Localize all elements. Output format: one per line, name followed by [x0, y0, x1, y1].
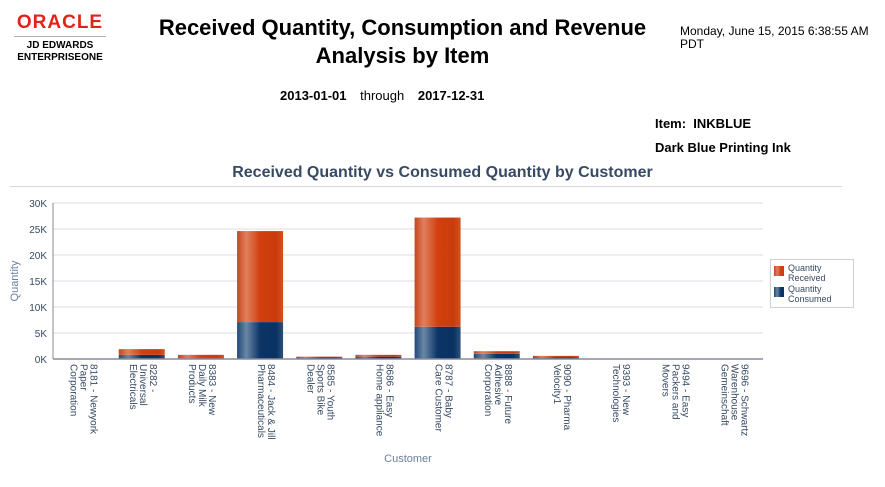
x-tick-label-line: Dealer [304, 364, 315, 394]
x-tick-label-line: 8181 - Newyork [88, 364, 99, 435]
x-tick-label-line: Electricals [127, 364, 138, 410]
bar-consumed [237, 322, 284, 359]
x-tick-label-line: 8888 - Future [502, 364, 513, 424]
x-tick-label-line: Adhesive [492, 364, 503, 406]
bar-consumed [473, 353, 520, 359]
x-tick-label: 8181 - NewyorkPaperCorporation [68, 364, 99, 435]
x-tick-label-line: 8585 - Youth [324, 364, 335, 420]
x-tick-label-line: Velocity1 [551, 364, 562, 404]
item-label: Item: [655, 116, 687, 131]
x-tick-label: 9494 - EasyPackers andMovers [659, 364, 690, 420]
y-tick-label: 10K [29, 303, 47, 314]
x-tick-label-line: 8282 - [147, 364, 158, 392]
chart-legend: Quantity Received Quantity Consumed [770, 259, 854, 308]
x-tick-label: 9696 - SchwartzWarenhouseGemeinschaft [718, 364, 749, 436]
x-tick-label: 8585 - YouthSports BikeDealer [304, 364, 335, 420]
y-tick-label: 15K [29, 277, 47, 288]
x-tick-label-line: Movers [659, 364, 670, 397]
x-tick-label-line: 8686 - Easy [383, 364, 394, 417]
x-axis-label: Customer [384, 453, 432, 465]
x-tick-label-line: 8787 - Baby [443, 364, 454, 418]
x-tick-label-line: Warenhouse [728, 364, 739, 421]
y-tick-label: 5K [35, 329, 48, 340]
bar-received [296, 356, 343, 358]
x-tick-label-line: 8383 - New [206, 364, 217, 416]
bar-received [237, 231, 284, 323]
date-to: 2017-12-31 [417, 88, 485, 103]
x-tick-label-line: Care Customer [433, 364, 444, 432]
x-tick-label-line: 9393 - New [620, 364, 631, 416]
x-tick-label-line: 9090 - Pharma [561, 364, 572, 431]
axes [52, 203, 763, 360]
legend-swatch-consumed [774, 287, 784, 297]
gridlines [53, 202, 763, 334]
x-tick-label-line: Sports Bike [314, 364, 325, 416]
item-description: Dark Blue Printing Ink [655, 140, 791, 155]
y-tick-label: 0K [35, 355, 48, 366]
date-from: 2013-01-01 [280, 88, 347, 103]
oracle-jde-logo: ORACLE JD EDWARDS ENTERPRISEONE [10, 12, 110, 64]
bar-consumed [414, 326, 461, 359]
x-tick-label-line: Home appliance [373, 364, 384, 437]
legend-swatch-received [774, 266, 784, 276]
y-tick-label: 25K [29, 225, 47, 236]
x-tick-label-line: 9696 - Schwartz [738, 364, 749, 436]
logo-line-2: ENTERPRISEONE [17, 52, 103, 63]
x-tick-label: 8282 -UniversalElectricals [127, 364, 158, 410]
bar-received [414, 217, 461, 327]
y-tick-label: 30K [29, 199, 47, 210]
bar-received [118, 349, 165, 355]
logo-line-1: JD EDWARDS [26, 40, 94, 51]
bar-received [473, 351, 520, 354]
chart-title: Received Quantity vs Consumed Quantity b… [232, 164, 653, 181]
x-tick-label-line: Universal [137, 364, 148, 406]
legend-label-received: Quantity Received [788, 263, 826, 283]
x-tick-label-line: Pharmaceuticals [255, 364, 266, 438]
date-through-label: through [360, 88, 405, 103]
chart-title-divider [10, 186, 842, 187]
x-tick-label-line: 8484 - Jack & Jill [265, 364, 276, 440]
item-line: Item: INKBLUE [655, 116, 751, 131]
legend-item-consumed: Quantity Consumed [774, 284, 850, 304]
y-axis-label: Quantity [9, 260, 21, 301]
report-timestamp: Monday, June 15, 2015 6:38:55 AM PDT [680, 24, 869, 51]
x-tick-label-line: Paper [78, 364, 89, 391]
x-tick-label: 8686 - EasyHome appliance [373, 364, 394, 437]
bar-consumed [118, 354, 165, 359]
x-tick-label-line: Daily Milk [196, 364, 207, 408]
x-tick-label: 9393 - NewTechnologies [610, 364, 631, 422]
y-tick-label: 20K [29, 251, 47, 262]
x-tick-label: 8383 - NewDaily MilkProducts [186, 364, 217, 416]
legend-label-consumed: Quantity Consumed [788, 284, 832, 304]
x-tick-label: 8888 - FutureAdhesiveCorporation [482, 364, 513, 424]
x-tick-label: 8787 - BabyCare Customer [433, 364, 454, 432]
x-tick-label-line: 9494 - Easy [679, 364, 690, 417]
x-tick-label-line: Corporation [482, 364, 493, 416]
date-range: 2013-01-01 through 2017-12-31 [280, 88, 484, 103]
y-tick-labels: 0K 5K 10K 15K 20K 25K 30K [29, 199, 47, 366]
x-tick-label-line: Products [186, 364, 197, 403]
item-code: INKBLUE [693, 116, 752, 131]
x-tick-label-line: Gemeinschaft [718, 364, 729, 426]
x-tick-label-line: Technologies [610, 364, 621, 422]
x-tick-label: 9090 - PharmaVelocity1 [551, 364, 572, 431]
bar-consumed [532, 357, 579, 359]
x-tick-labels: 8181 - NewyorkPaperCorporation 8282 -Univ… [68, 364, 750, 440]
legend-item-received: Quantity Received [774, 263, 850, 283]
report-title: Received Quantity, Consumption and Reven… [158, 15, 647, 68]
x-tick-label-line: Packers and [669, 364, 680, 420]
bar-consumed [296, 357, 343, 359]
bar-consumed [355, 356, 402, 359]
bar-received [532, 355, 579, 358]
bar-received [355, 354, 402, 357]
bars [118, 217, 579, 359]
x-tick-label-line: Corporation [68, 364, 79, 416]
x-tick-label: 8484 - Jack & JillPharmaceuticals [255, 364, 276, 440]
bar-received [177, 354, 224, 359]
logo-brand: ORACLE [14, 12, 106, 37]
